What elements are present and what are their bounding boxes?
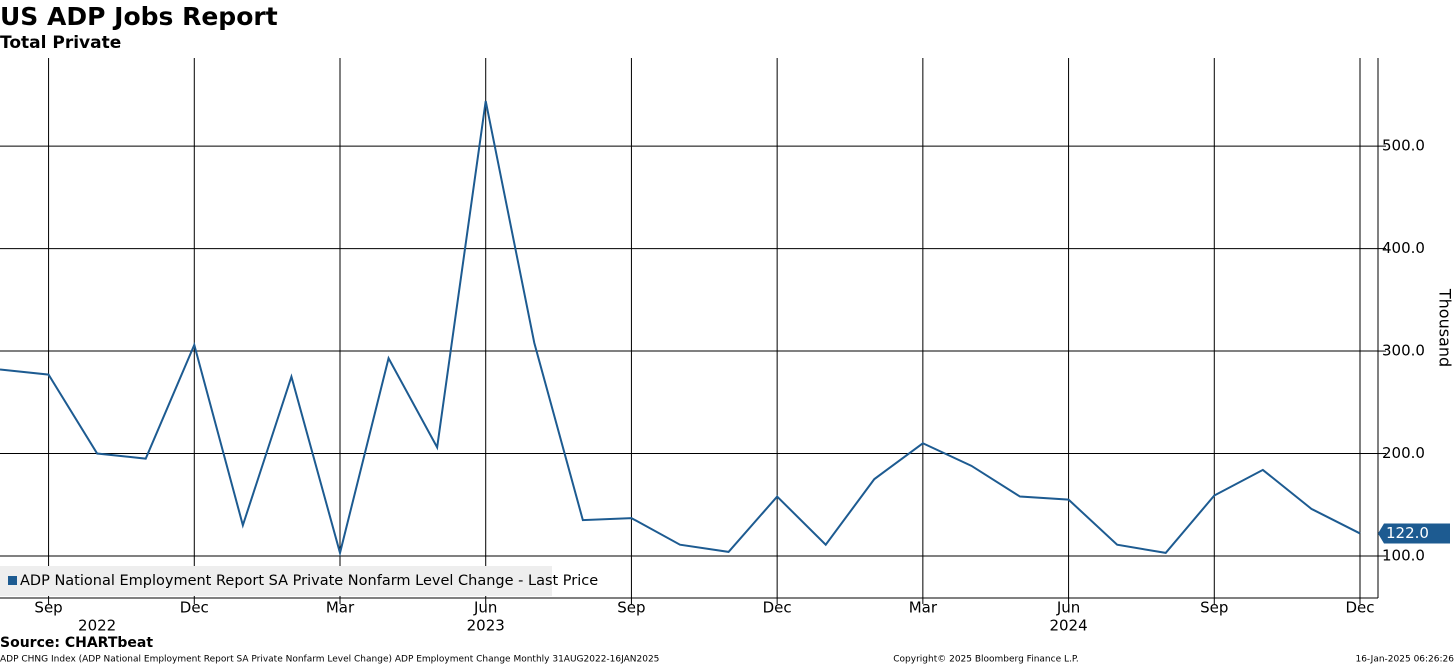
x-tick-label: Sep [617,599,645,617]
value-label-box [1378,523,1450,544]
footer-center: Copyright© 2025 Bloomberg Finance L.P. [893,655,1078,665]
y-tick-label: 500.0 [1382,137,1425,155]
x-year-label: 2022 [78,617,116,635]
legend-box [0,566,552,596]
x-year-label: 2023 [467,617,505,635]
y-tick-label: 200.0 [1382,444,1425,462]
x-tick-label: Jun [473,599,497,617]
x-year-label: 2024 [1049,617,1087,635]
source: Source: CHARTbeat [0,635,153,651]
y-tick-label: 100.0 [1382,546,1425,564]
x-tick-label: Dec [180,599,209,617]
x-tick-label: Mar [909,599,938,617]
data-line [0,100,1361,557]
x-tick-label: Mar [326,599,355,617]
legend-swatch [8,576,17,585]
value-label: 122.0 [1386,524,1429,542]
chart-title: US ADP Jobs Report [0,2,278,31]
y-tick-label: 300.0 [1382,342,1425,360]
x-tick-label: Sep [1200,599,1228,617]
x-tick-label: Dec [763,599,792,617]
footer-right: 16-Jan-2025 06:26:26 [1355,655,1454,665]
y-axis-label: Thousand [1436,288,1455,367]
y-tick-label: 400.0 [1382,239,1425,257]
x-tick-label: Dec [1345,599,1374,617]
x-tick-label: Jun [1056,599,1080,617]
x-tick-label: Sep [34,599,62,617]
chart-subtitle: Total Private [0,33,121,53]
footer-left: ADP CHNG Index (ADP National Employment … [0,655,659,665]
legend-label: ADP National Employment Report SA Privat… [20,573,598,589]
